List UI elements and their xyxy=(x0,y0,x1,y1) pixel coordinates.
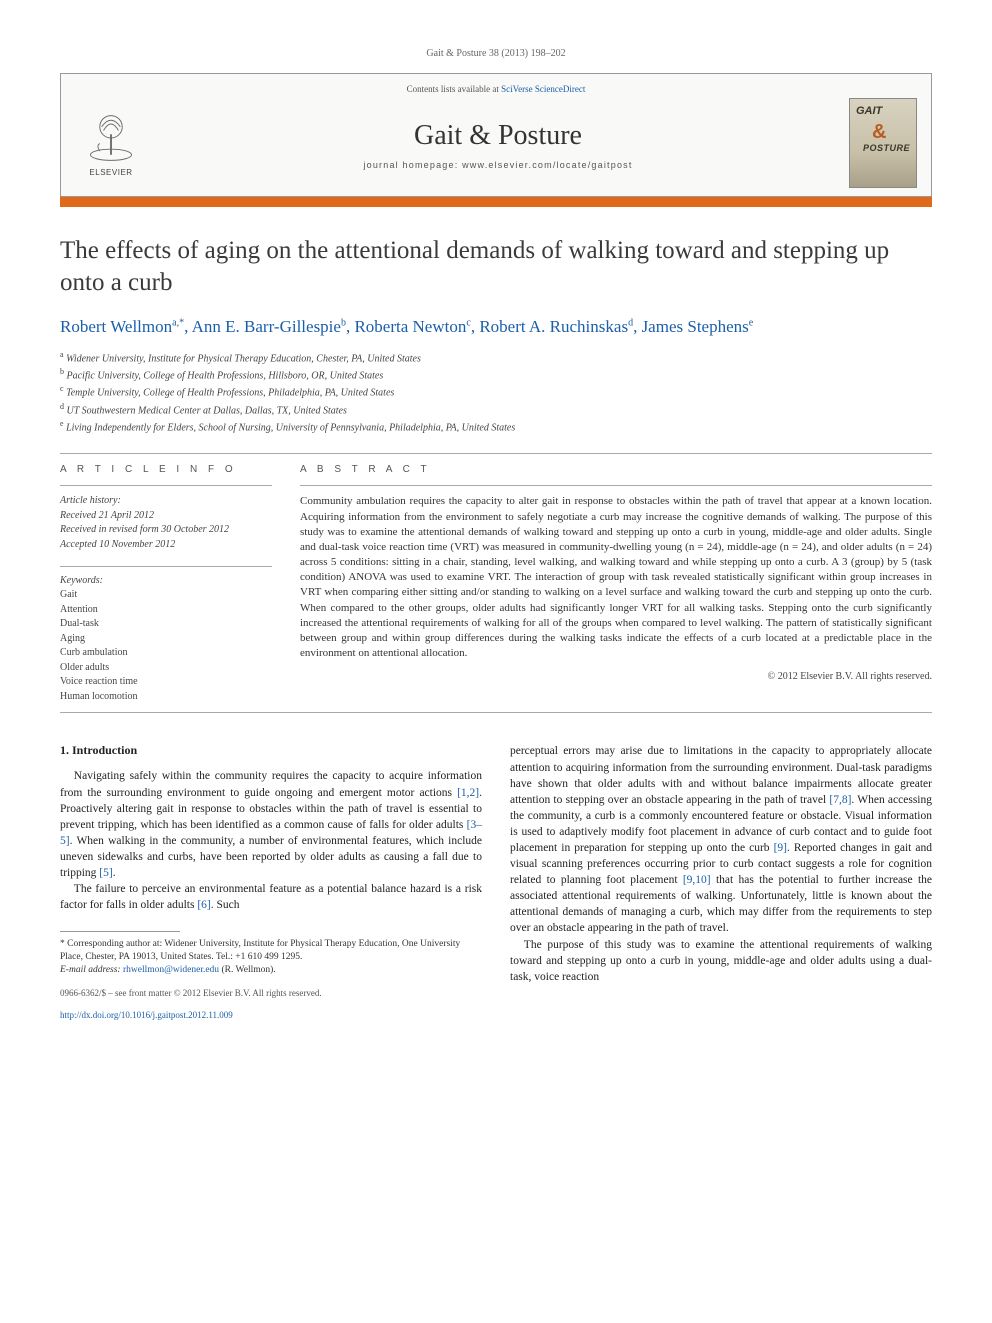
citation-link[interactable]: [9] xyxy=(774,842,787,854)
rule xyxy=(300,485,932,486)
keyword: Aging xyxy=(60,632,272,647)
author: Robert A. Ruchinskasd xyxy=(479,317,633,336)
affiliation: e Living Independently for Elders, Schoo… xyxy=(60,418,932,435)
accent-bar xyxy=(60,197,932,207)
corresponding-author-footnote: * Corresponding author at: Widener Unive… xyxy=(60,938,482,964)
article-info-column: A R T I C L E I N F O Article history: R… xyxy=(60,464,272,704)
email-footnote: E-mail address: rhwellmon@widener.edu (R… xyxy=(60,964,482,977)
keyword: Human locomotion xyxy=(60,690,272,705)
rule xyxy=(60,453,932,454)
keyword: Curb ambulation xyxy=(60,646,272,661)
homepage-prefix: journal homepage: xyxy=(363,160,462,170)
journal-masthead: Contents lists available at SciVerse Sci… xyxy=(60,73,932,197)
keyword: Attention xyxy=(60,603,272,618)
rule xyxy=(60,566,272,567)
homepage-url[interactable]: www.elsevier.com/locate/gaitpost xyxy=(462,160,632,170)
paragraph: Navigating safely within the community r… xyxy=(60,768,482,881)
elsevier-tree-icon xyxy=(83,110,139,166)
footer-issn-line: 0966-6362/$ – see front matter © 2012 El… xyxy=(60,987,482,999)
author: Roberta Newtonc xyxy=(354,317,470,336)
corr-label: * Corresponding author at: xyxy=(60,939,164,949)
footnote-rule xyxy=(60,931,180,932)
contents-line: Contents lists available at SciVerse Sci… xyxy=(75,84,917,94)
rule xyxy=(60,485,272,486)
email-suffix: (R. Wellmon). xyxy=(219,965,276,975)
citation-link[interactable]: [7,8] xyxy=(829,794,851,806)
citation-link[interactable]: [5] xyxy=(99,867,112,879)
author-line: Robert Wellmona,*, Ann E. Barr-Gillespie… xyxy=(60,315,932,339)
body-column-right: perceptual errors may arise due to limit… xyxy=(510,743,932,1021)
body-two-column: 1. Introduction Navigating safely within… xyxy=(60,743,932,1021)
body-column-left: 1. Introduction Navigating safely within… xyxy=(60,743,482,1021)
article-info-label: A R T I C L E I N F O xyxy=(60,464,272,475)
journal-cover-thumb: GAIT & POSTURE xyxy=(849,98,917,188)
cover-word-gait: GAIT xyxy=(856,105,882,117)
paragraph: perceptual errors may arise due to limit… xyxy=(510,743,932,936)
affiliation: d UT Southwestern Medical Center at Dall… xyxy=(60,401,932,418)
article-history: Article history: Received 21 April 2012 … xyxy=(60,494,272,552)
affiliation: a Widener University, Institute for Phys… xyxy=(60,349,932,366)
article-title: The effects of aging on the attentional … xyxy=(60,235,932,299)
section-heading-introduction: 1. Introduction xyxy=(60,743,482,758)
abstract-column: A B S T R A C T Community ambulation req… xyxy=(300,464,932,704)
abstract-text: Community ambulation requires the capaci… xyxy=(300,494,932,661)
paragraph: The purpose of this study was to examine… xyxy=(510,937,932,985)
keyword: Voice reaction time xyxy=(60,675,272,690)
journal-name: Gait & Posture xyxy=(147,120,849,152)
keywords-list: Gait Attention Dual-task Aging Curb ambu… xyxy=(60,588,272,704)
elsevier-logo: ELSEVIER xyxy=(75,104,147,182)
history-revised: Received in revised form 30 October 2012 xyxy=(60,523,272,538)
doi-link[interactable]: http://dx.doi.org/10.1016/j.gaitpost.201… xyxy=(60,1010,233,1020)
cover-ampersand: & xyxy=(872,121,886,144)
citation-link[interactable]: [9,10] xyxy=(683,874,711,886)
author: Ann E. Barr-Gillespieb xyxy=(192,317,346,336)
email-link[interactable]: rhwellmon@widener.edu xyxy=(123,965,219,975)
citation-link[interactable]: [1,2] xyxy=(457,787,479,799)
keyword: Dual-task xyxy=(60,617,272,632)
citation-link[interactable]: [6] xyxy=(197,899,210,911)
paragraph: The failure to perceive an environmental… xyxy=(60,881,482,913)
keyword: Gait xyxy=(60,588,272,603)
email-label: E-mail address: xyxy=(60,965,123,975)
abstract-label: A B S T R A C T xyxy=(300,464,932,475)
affiliations: a Widener University, Institute for Phys… xyxy=(60,349,932,436)
journal-homepage: journal homepage: www.elsevier.com/locat… xyxy=(147,160,849,170)
history-received: Received 21 April 2012 xyxy=(60,509,272,524)
author: Robert Wellmona,* xyxy=(60,317,184,336)
running-head: Gait & Posture 38 (2013) 198–202 xyxy=(60,48,932,59)
abstract-copyright: © 2012 Elsevier B.V. All rights reserved… xyxy=(300,671,932,682)
author: James Stephense xyxy=(642,317,754,336)
history-accepted: Accepted 10 November 2012 xyxy=(60,538,272,553)
keywords-label: Keywords: xyxy=(60,575,272,586)
sciencedirect-link[interactable]: SciVerse ScienceDirect xyxy=(501,84,585,94)
footer-doi-line: http://dx.doi.org/10.1016/j.gaitpost.201… xyxy=(60,1009,482,1021)
affiliation: b Pacific University, College of Health … xyxy=(60,366,932,383)
elsevier-logo-text: ELSEVIER xyxy=(89,168,132,177)
cover-word-posture: POSTURE xyxy=(863,143,910,153)
affiliation: c Temple University, College of Health P… xyxy=(60,383,932,400)
contents-prefix: Contents lists available at xyxy=(407,84,501,94)
history-label: Article history: xyxy=(60,494,272,509)
rule xyxy=(60,712,932,713)
keyword: Older adults xyxy=(60,661,272,676)
